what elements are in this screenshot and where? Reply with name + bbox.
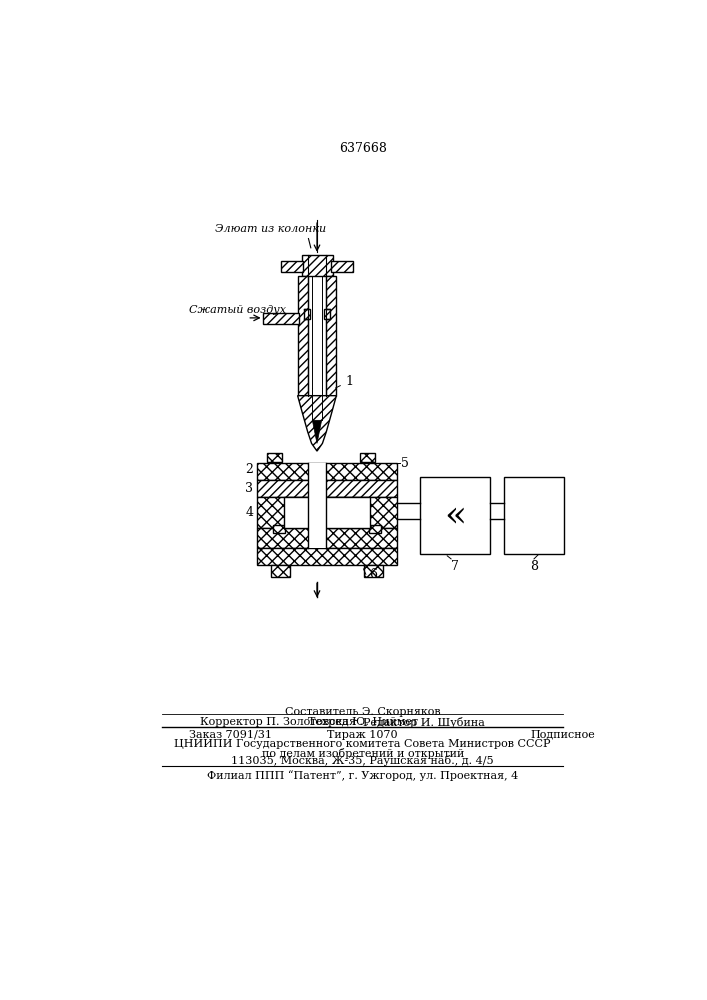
- Bar: [420, 477, 490, 554]
- Bar: [369, 525, 381, 533]
- Bar: [287, 501, 314, 523]
- Text: 5: 5: [401, 457, 409, 470]
- Text: Техред Ю. Ниймет: Техред Ю. Ниймет: [308, 717, 418, 727]
- Text: Филиал ППП “Патент”, г. Ужгород, ул. Проектная, 4: Филиал ППП “Патент”, г. Ужгород, ул. Про…: [207, 770, 518, 781]
- Text: 3: 3: [245, 482, 253, 495]
- Bar: [257, 548, 397, 565]
- Text: по делам изобретений и открытий: по делам изобретений и открытий: [262, 748, 464, 759]
- Bar: [331, 261, 353, 272]
- Polygon shape: [298, 396, 337, 451]
- Text: Редактор И. Шубина: Редактор И. Шубина: [363, 717, 484, 728]
- Text: ЦНИИПИ Государственного комитета Совета Министров СССР: ЦНИИПИ Государственного комитета Совета …: [175, 739, 551, 749]
- Bar: [304, 309, 310, 319]
- Text: 6: 6: [369, 568, 377, 581]
- Text: 113035, Москва, Ж-35, Раушская наб., д. 4/5: 113035, Москва, Ж-35, Раушская наб., д. …: [231, 755, 494, 766]
- Bar: [364, 565, 383, 577]
- Text: 637668: 637668: [339, 142, 387, 155]
- Text: Заказ 7091/31: Заказ 7091/31: [189, 730, 272, 740]
- Bar: [298, 276, 308, 396]
- Text: 2: 2: [245, 463, 253, 476]
- Bar: [284, 497, 370, 528]
- Bar: [324, 309, 330, 319]
- Bar: [360, 453, 375, 462]
- Bar: [257, 497, 397, 528]
- Bar: [267, 453, 282, 462]
- Text: Сжатый воздух: Сжатый воздух: [189, 305, 286, 315]
- Bar: [340, 501, 368, 523]
- Bar: [308, 463, 325, 548]
- Bar: [273, 525, 285, 533]
- Text: 4: 4: [245, 506, 253, 519]
- Text: «: «: [444, 498, 466, 532]
- Bar: [257, 463, 397, 480]
- Text: 7: 7: [451, 560, 459, 573]
- Polygon shape: [312, 420, 322, 443]
- Text: Составитель Э. Скорняков: Составитель Э. Скорняков: [285, 707, 440, 717]
- Text: Корректор П. Золотовская .: Корректор П. Золотовская .: [199, 717, 363, 727]
- Text: 8: 8: [530, 560, 538, 573]
- Text: Элюат из колонки: Элюат из колонки: [216, 224, 327, 234]
- Bar: [325, 276, 337, 396]
- Bar: [504, 477, 564, 554]
- Text: Тираж 1070: Тираж 1070: [327, 730, 398, 740]
- Text: 1: 1: [346, 375, 354, 388]
- Bar: [281, 261, 303, 272]
- Bar: [271, 565, 290, 577]
- Bar: [257, 480, 397, 497]
- Bar: [301, 255, 332, 276]
- Bar: [257, 528, 397, 548]
- Bar: [263, 312, 299, 324]
- Text: Подписное: Подписное: [530, 730, 595, 740]
